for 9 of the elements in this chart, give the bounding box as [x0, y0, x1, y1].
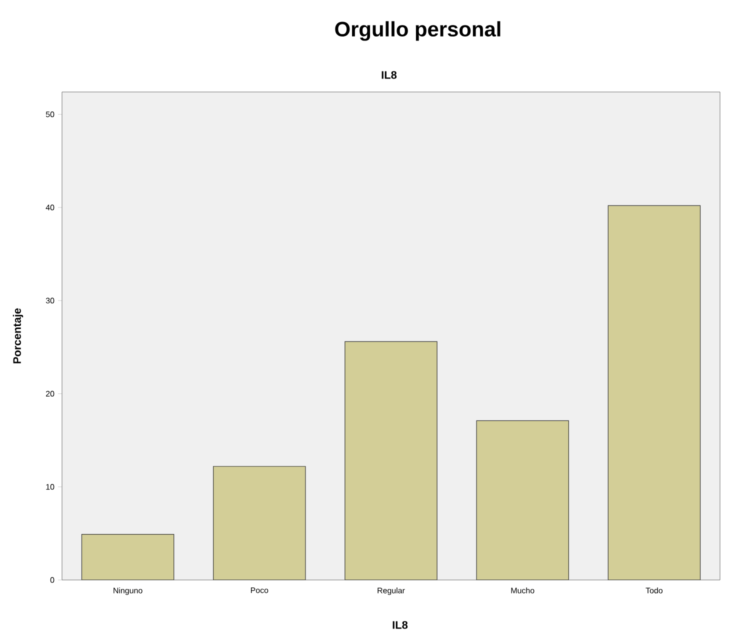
bar — [608, 205, 701, 580]
bar — [81, 534, 174, 580]
y-axis-title: Porcentaje — [12, 308, 24, 364]
bar — [344, 341, 438, 580]
chart-title: Orgullo personal — [335, 21, 500, 41]
bar — [213, 466, 306, 580]
bar — [476, 420, 569, 580]
x-axis-title: IL8 — [392, 621, 408, 629]
chart-subtitle: IL8 — [382, 71, 397, 79]
